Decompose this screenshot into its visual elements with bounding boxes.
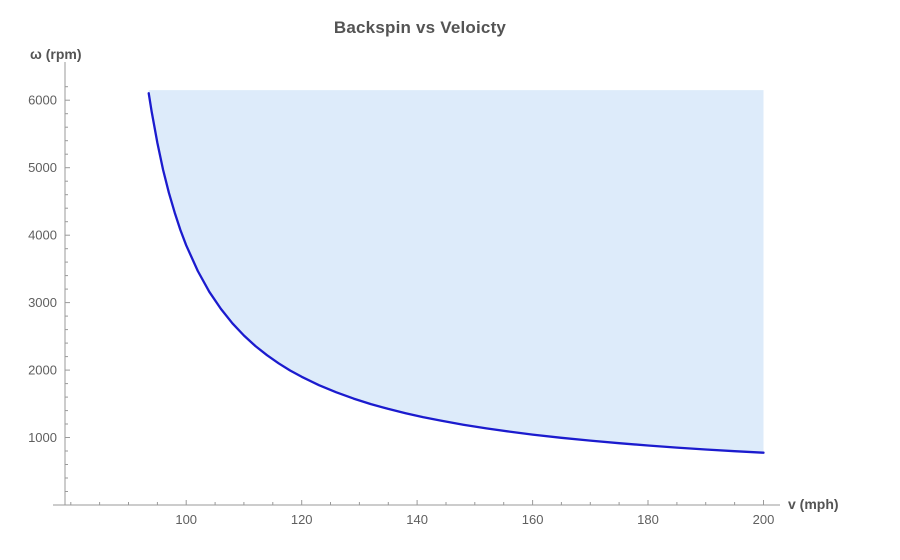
y-tick-label: 2000: [28, 363, 57, 378]
y-tick-label: 5000: [28, 160, 57, 175]
x-tick-label: 100: [175, 512, 197, 527]
y-tick-label: 1000: [28, 430, 57, 445]
x-tick-label: 180: [637, 512, 659, 527]
shaded-region-above-curve: [148, 90, 764, 453]
x-tick-label: 120: [291, 512, 313, 527]
y-tick-label: 3000: [28, 295, 57, 310]
x-tick-label: 140: [406, 512, 428, 527]
x-axis-label: v (mph): [788, 496, 839, 512]
y-tick-label: 4000: [28, 228, 57, 243]
backspin-curve: [147, 92, 765, 454]
y-axis-label: ω (rpm): [30, 46, 82, 62]
x-tick-label: 200: [753, 512, 775, 527]
y-tick-label: 6000: [28, 93, 57, 108]
x-tick-label: 160: [522, 512, 544, 527]
chart-title: Backspin vs Veloicty: [333, 18, 507, 37]
